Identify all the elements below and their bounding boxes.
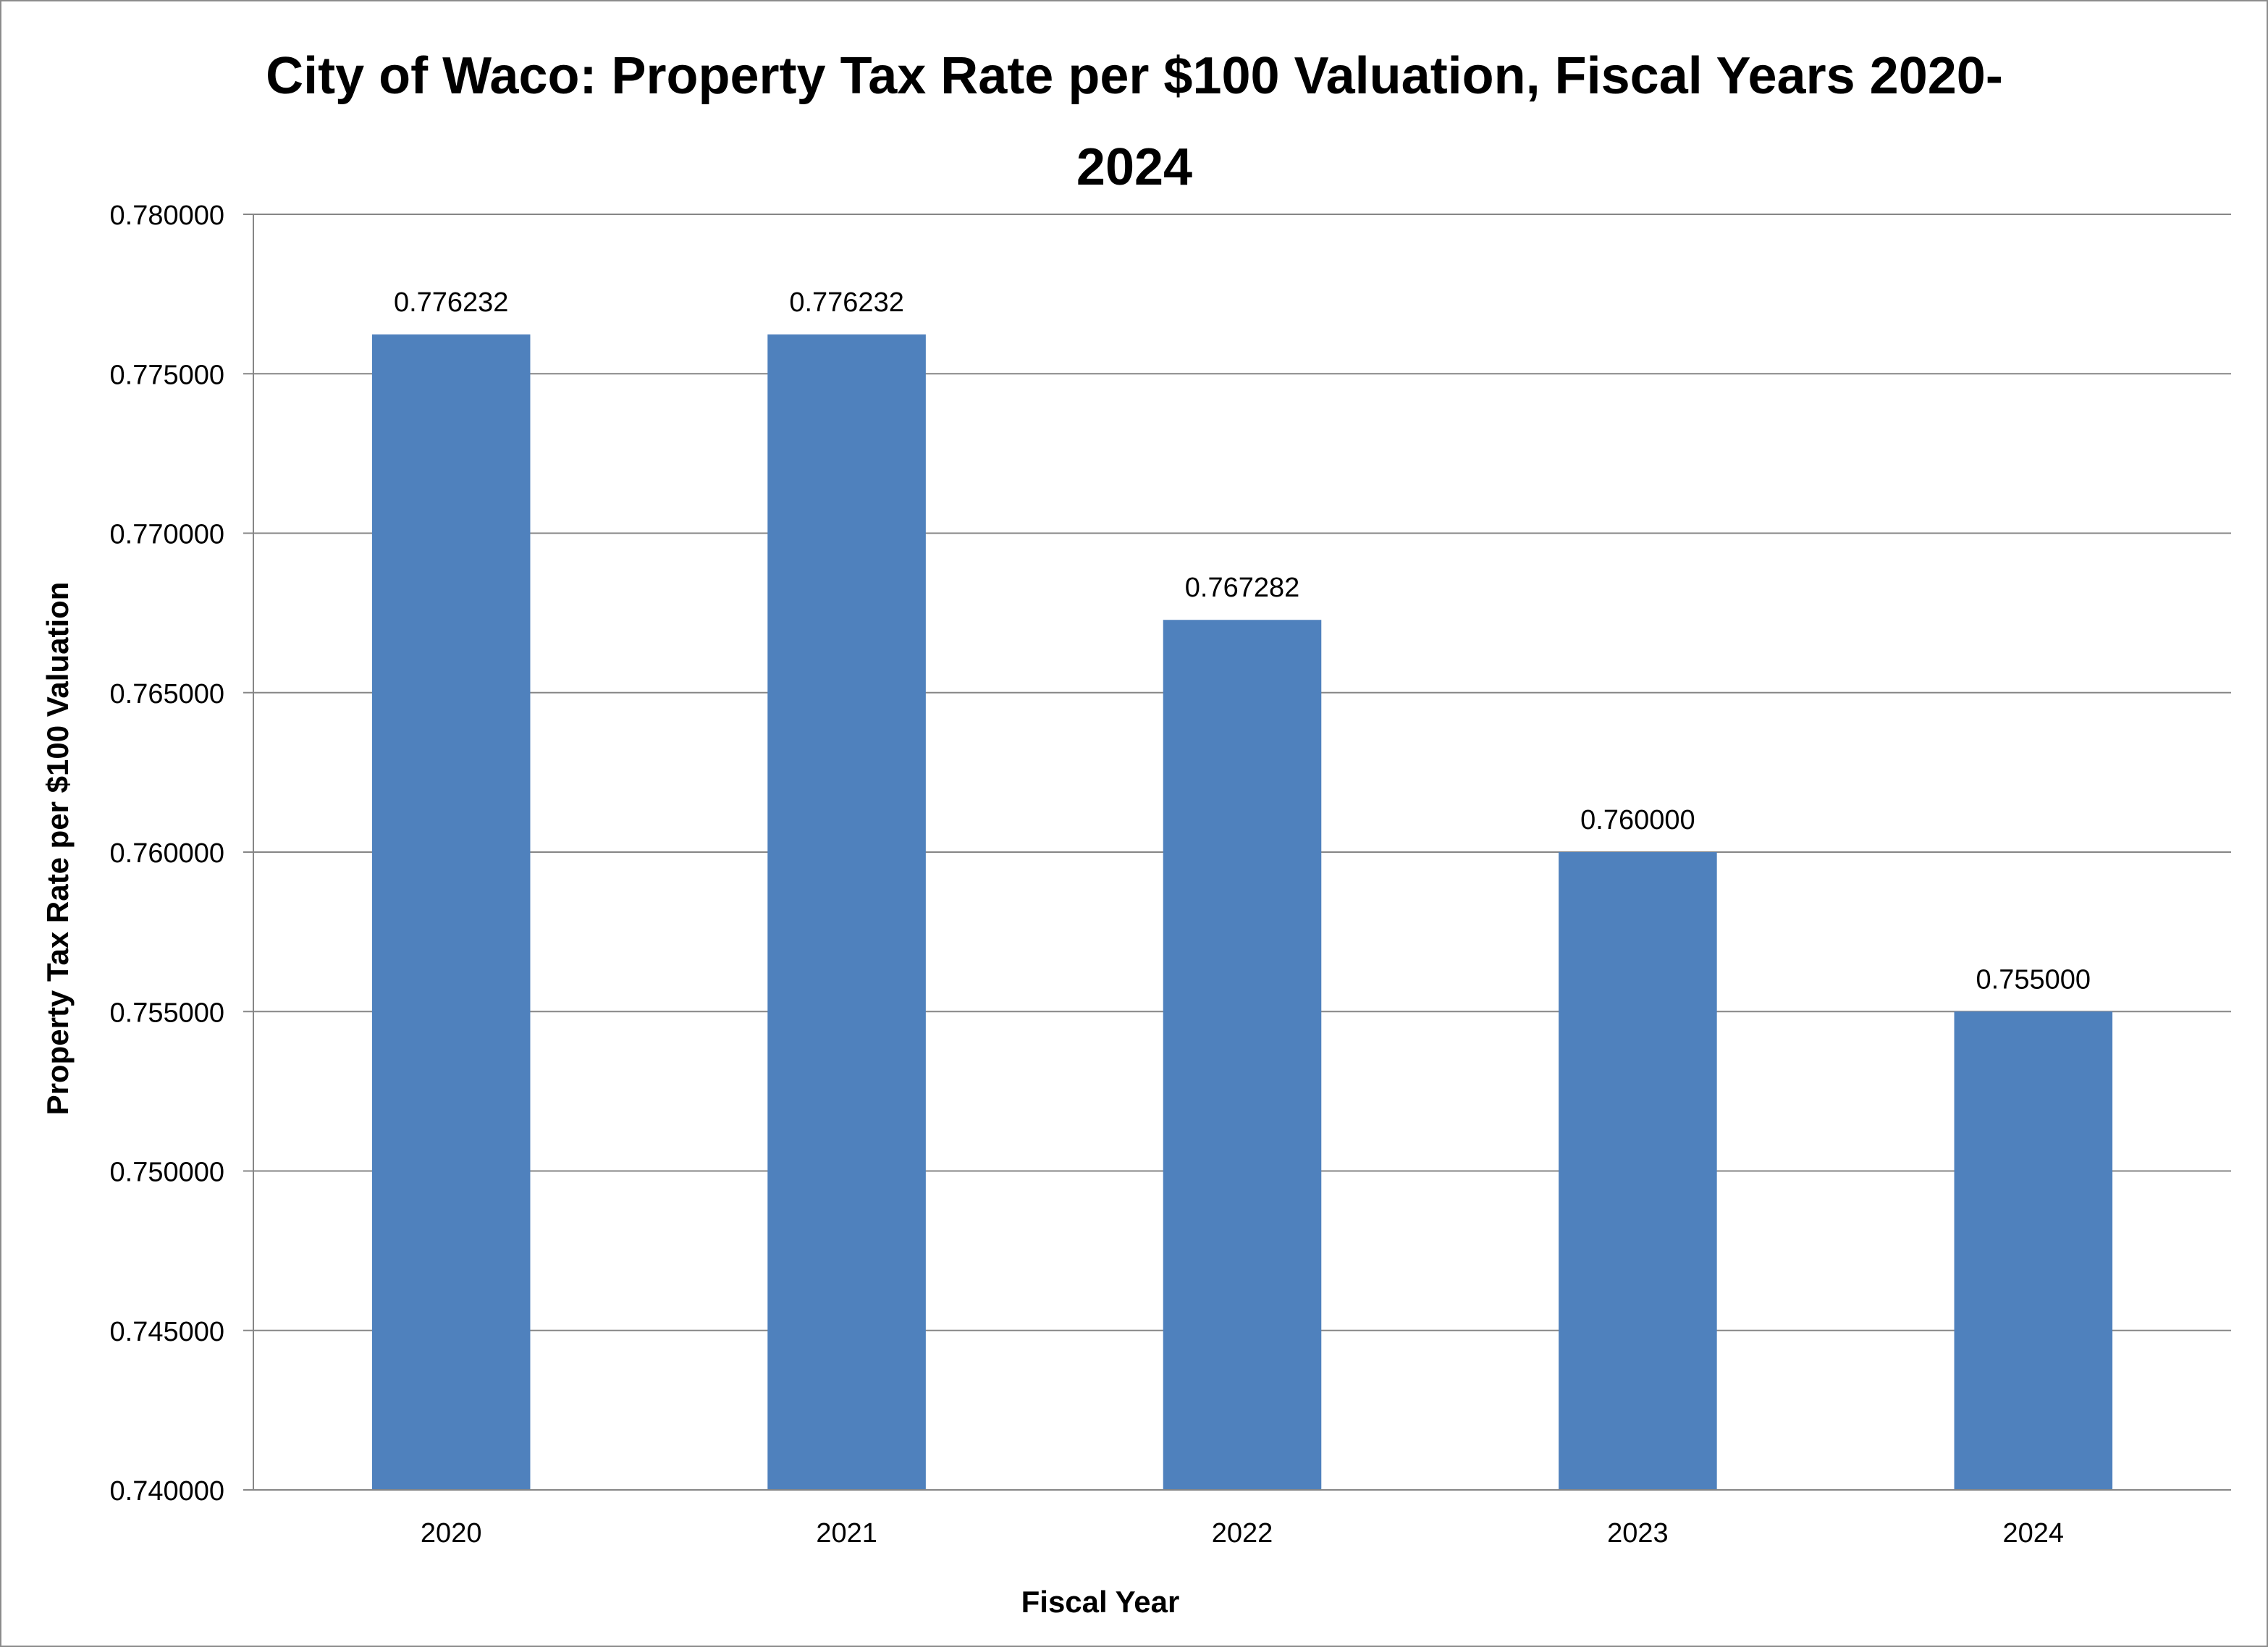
data-label: 0.755000 bbox=[1976, 964, 2091, 995]
x-axis-title: Fiscal Year bbox=[1021, 1585, 1180, 1619]
y-tick-label: 0.760000 bbox=[110, 838, 225, 869]
axes bbox=[253, 214, 2231, 1491]
data-label: 0.767282 bbox=[1185, 573, 1300, 603]
bar bbox=[371, 334, 531, 1490]
x-tick-label: 2020 bbox=[421, 1518, 482, 1549]
y-tick-label: 0.745000 bbox=[110, 1317, 225, 1347]
y-tick-label: 0.775000 bbox=[110, 360, 225, 390]
x-tick-label: 2021 bbox=[816, 1518, 877, 1549]
bar bbox=[1954, 1011, 2113, 1490]
labels: 0.740000 0.745000 0.750000 0.755000 0.760000… bbox=[110, 201, 2091, 1549]
y-tick-label: 0.750000 bbox=[110, 1158, 225, 1188]
bar bbox=[767, 334, 926, 1490]
y-tick-label: 0.765000 bbox=[110, 679, 225, 709]
y-tick-label: 0.780000 bbox=[110, 201, 225, 231]
x-tick-label: 2023 bbox=[1607, 1518, 1669, 1549]
x-tick-label: 2022 bbox=[1212, 1518, 1273, 1549]
x-tick-label: 2024 bbox=[2003, 1518, 2065, 1549]
bar bbox=[1163, 620, 1322, 1490]
data-label: 0.776232 bbox=[789, 287, 904, 318]
bar bbox=[1559, 852, 1717, 1490]
y-tick-label: 0.770000 bbox=[110, 520, 225, 550]
chart-title: City of Waco: Property Tax Rate per $100… bbox=[266, 47, 2003, 196]
bars bbox=[371, 334, 2113, 1490]
data-label: 0.776232 bbox=[394, 287, 509, 318]
y-tick-label: 0.740000 bbox=[110, 1476, 225, 1507]
y-axis-title: Property Tax Rate per $100 Valuation bbox=[41, 582, 75, 1116]
data-label: 0.760000 bbox=[1580, 805, 1695, 835]
y-tick-label: 0.755000 bbox=[110, 998, 225, 1028]
